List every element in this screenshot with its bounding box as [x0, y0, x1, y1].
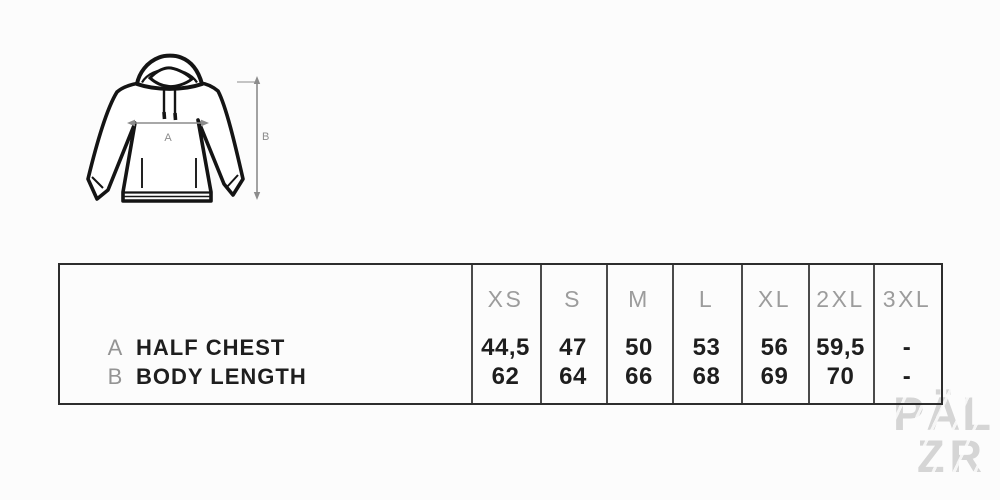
half-chest-2xl: 59,5 — [816, 333, 865, 361]
column-divider — [672, 265, 674, 403]
hoodie-diagram: A B — [86, 53, 269, 203]
size-table-grid: XS S M L XL 2XL 3XL A HALF CHEST 44,5 47… — [60, 265, 941, 403]
body-length-2xl: 70 — [826, 362, 855, 390]
chest-measure-arrow: A — [127, 119, 209, 144]
column-dividers — [60, 265, 941, 403]
size-header-2xl: 2XL — [816, 285, 865, 312]
half-chest-3xl: - — [902, 333, 912, 361]
body-length-3xl: - — [902, 362, 912, 390]
row-body-length-label: B BODY LENGTH — [60, 362, 471, 391]
column-divider — [540, 265, 542, 403]
hoodie-outline — [86, 81, 245, 203]
size-table: XS S M L XL 2XL 3XL A HALF CHEST 44,5 47… — [58, 263, 943, 405]
size-header-3xl: 3XL — [882, 285, 932, 312]
body-length-l: 68 — [692, 362, 721, 390]
half-chest-m: 50 — [625, 333, 653, 361]
measure-name-half-chest: HALF CHEST — [136, 334, 286, 360]
size-header-xl: XL — [757, 285, 792, 312]
table-corner-cell — [60, 265, 471, 333]
size-header-m: M — [628, 285, 650, 312]
length-arrow-label: B — [262, 131, 269, 143]
chest-arrow-label: A — [164, 132, 172, 144]
column-divider — [741, 265, 743, 403]
column-divider — [606, 265, 608, 403]
measure-letter-a: A — [107, 334, 123, 360]
hoodie-hood — [135, 53, 204, 121]
body-length-xs: 62 — [491, 362, 520, 390]
size-header-l: L — [698, 285, 715, 312]
size-header-s: S — [564, 285, 582, 312]
length-measure-arrow: B — [237, 76, 269, 200]
column-divider — [471, 265, 473, 403]
measure-name-body-length: BODY LENGTH — [136, 363, 307, 389]
measure-letter-b: B — [107, 363, 123, 389]
half-chest-xl: 56 — [760, 333, 789, 361]
brand-logo-line2: ZR — [917, 431, 987, 482]
body-length-s: 64 — [559, 362, 587, 390]
row-half-chest-label: A HALF CHEST — [60, 333, 471, 362]
half-chest-s: 47 — [559, 333, 587, 361]
column-divider — [873, 265, 875, 403]
half-chest-xs: 44,5 — [481, 333, 530, 361]
size-header-xs: XS — [487, 285, 524, 312]
body-length-xl: 69 — [760, 362, 789, 390]
body-length-m: 66 — [625, 362, 653, 390]
column-divider — [808, 265, 810, 403]
half-chest-l: 53 — [692, 333, 721, 361]
